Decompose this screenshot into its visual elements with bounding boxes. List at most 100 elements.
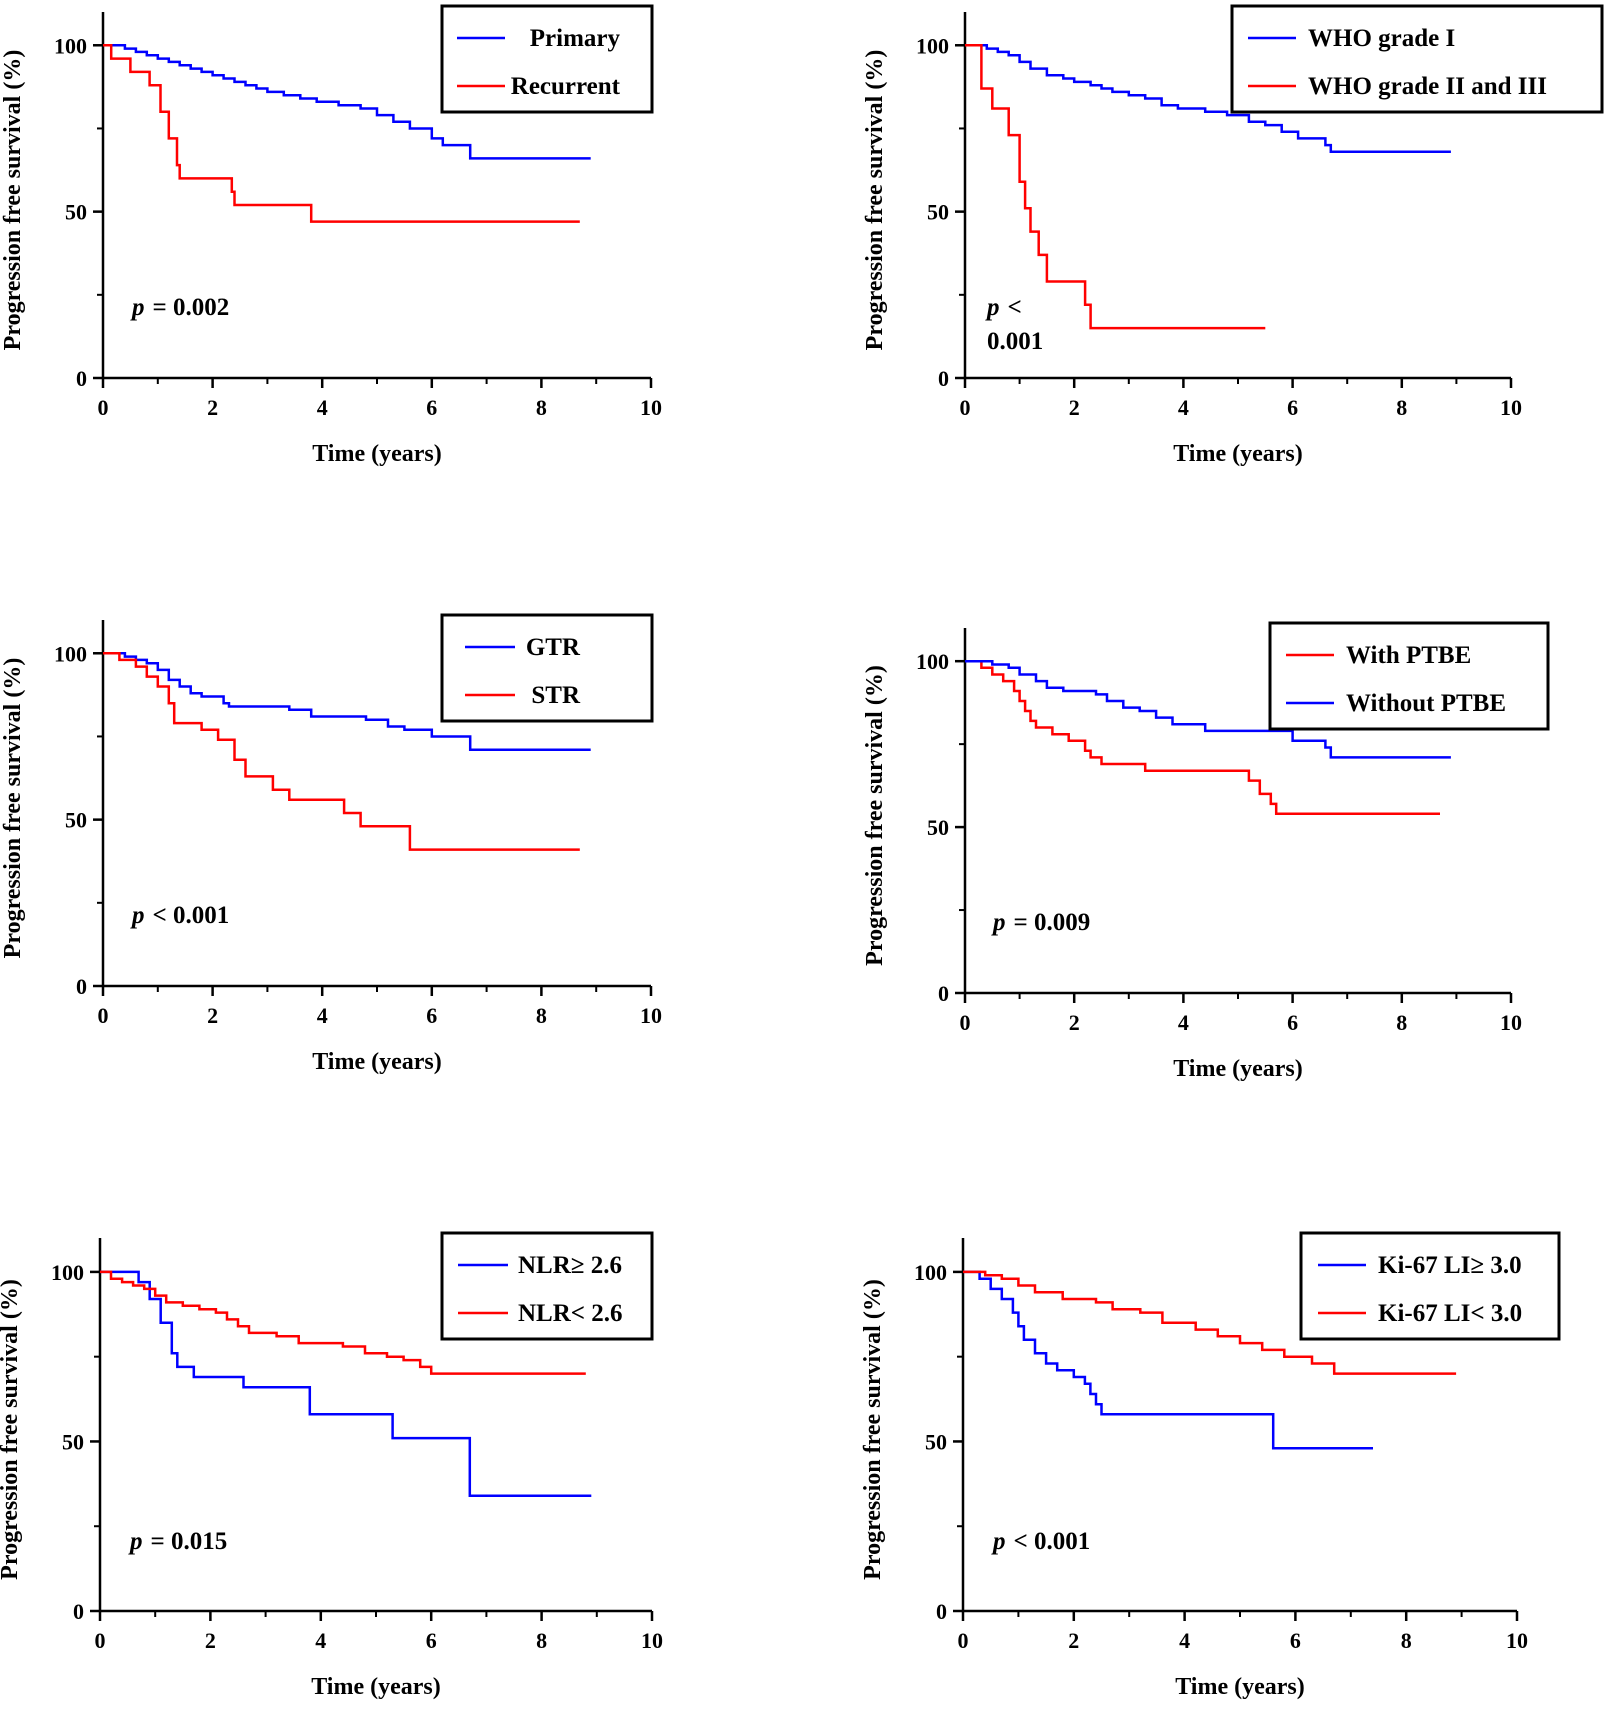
x-tick-label: 10 bbox=[641, 1628, 663, 1653]
x-tick-label: 8 bbox=[536, 1003, 547, 1028]
survival-curve-2 bbox=[965, 44, 1266, 330]
x-tick-label: 4 bbox=[317, 395, 328, 420]
x-tick-label: 2 bbox=[207, 1003, 218, 1028]
x-tick-label: 8 bbox=[1396, 1010, 1407, 1035]
x-axis-title: Time (years) bbox=[311, 1674, 441, 1700]
km-panel-3: 0 50 100 0 2 4 6 8 10 Time (years) Progression fre… bbox=[0, 613, 662, 1075]
km-panel-2: 0 50 100 0 2 4 6 8 10 Time (years) Progression fre… bbox=[862, 4, 1604, 467]
y-tick-label: 50 bbox=[927, 815, 949, 840]
legend-label: STR bbox=[531, 682, 581, 709]
y-tick-label: 0 bbox=[73, 1599, 84, 1624]
y-tick-label: 100 bbox=[51, 1260, 84, 1285]
survival-curve-1 bbox=[965, 659, 1440, 816]
p-value-symbol: p bbox=[991, 1528, 1006, 1555]
survival-curve-2 bbox=[103, 44, 580, 223]
x-tick-label: 0 bbox=[960, 395, 971, 420]
x-tick-label: 8 bbox=[1396, 395, 1407, 420]
x-axis-title: Time (years) bbox=[1173, 441, 1303, 467]
legend-label: Without PTBE bbox=[1346, 690, 1506, 717]
x-axis-title: Time (years) bbox=[312, 1049, 442, 1075]
p-value-text: < bbox=[1008, 294, 1022, 321]
p-value-symbol: p bbox=[991, 909, 1006, 936]
legend-label: Ki-67 LI< 3.0 bbox=[1378, 1300, 1522, 1327]
p-value: p < 0.001 bbox=[130, 902, 229, 929]
legend-label: NLR≥ 2.6 bbox=[518, 1252, 622, 1279]
x-tick-label: 0 bbox=[98, 395, 109, 420]
x-tick-label: 10 bbox=[1500, 395, 1522, 420]
x-axis-title: Time (years) bbox=[1175, 1674, 1305, 1700]
x-tick-label: 10 bbox=[640, 395, 662, 420]
x-tick-label: 4 bbox=[1179, 1628, 1190, 1653]
p-value: p = 0.002 bbox=[130, 294, 229, 321]
km-panel-4: 0 50 100 0 2 4 6 8 10 Time (years) Progression fre… bbox=[862, 621, 1550, 1082]
x-tick-label: 2 bbox=[207, 395, 218, 420]
p-value-text: = 0.002 bbox=[153, 294, 230, 321]
p-value-symbol: p bbox=[128, 1528, 143, 1555]
legend-label: Recurrent bbox=[511, 73, 621, 100]
legend: NLR≥ 2.6 NLR< 2.6 bbox=[440, 1231, 654, 1341]
y-axis-title: Progression free survival (%) bbox=[0, 658, 26, 959]
x-tick-label: 10 bbox=[1506, 1628, 1528, 1653]
y-tick-label: 50 bbox=[925, 1429, 947, 1454]
y-tick-label: 50 bbox=[65, 200, 87, 225]
p-value: p = 0.009 bbox=[991, 909, 1090, 936]
y-axis-title: Progression free survival (%) bbox=[862, 665, 888, 966]
x-tick-label: 4 bbox=[1178, 395, 1189, 420]
legend-box bbox=[1230, 4, 1604, 114]
x-tick-label: 6 bbox=[426, 395, 437, 420]
legend-box bbox=[440, 613, 654, 723]
y-tick-label: 100 bbox=[916, 33, 949, 58]
survival-curve-2 bbox=[100, 1270, 586, 1375]
y-tick-label: 50 bbox=[65, 808, 87, 833]
survival-curve-1 bbox=[103, 652, 591, 752]
y-tick-label: 0 bbox=[938, 366, 949, 391]
x-tick-label: 6 bbox=[1287, 1010, 1298, 1035]
x-tick-label: 0 bbox=[958, 1628, 969, 1653]
legend-label: With PTBE bbox=[1346, 642, 1471, 669]
x-tick-label: 6 bbox=[1287, 395, 1298, 420]
p-value-text: = 0.015 bbox=[151, 1528, 228, 1555]
x-axis-title: Time (years) bbox=[312, 441, 442, 467]
x-tick-label: 2 bbox=[1069, 1010, 1080, 1035]
p-value-text-line2: 0.001 bbox=[987, 328, 1043, 355]
survival-curve-1 bbox=[963, 1270, 1373, 1450]
legend: Primary Recurrent bbox=[440, 4, 654, 114]
x-tick-label: 8 bbox=[536, 1628, 547, 1653]
survival-curve-2 bbox=[965, 659, 1451, 759]
y-axis-title: Progression free survival (%) bbox=[0, 1279, 23, 1580]
km-panel-6: 0 50 100 0 2 4 6 8 10 Time (years) Progression fre… bbox=[860, 1231, 1561, 1700]
legend: With PTBE Without PTBE bbox=[1268, 621, 1550, 731]
survival-curve-2 bbox=[963, 1270, 1457, 1375]
p-value-text: < 0.001 bbox=[1014, 1528, 1091, 1555]
y-tick-label: 100 bbox=[54, 641, 87, 666]
p-value-text: < 0.001 bbox=[153, 902, 230, 929]
x-tick-label: 4 bbox=[315, 1628, 326, 1653]
p-value: p < 0.001 bbox=[991, 1528, 1090, 1555]
legend-box bbox=[440, 1231, 654, 1341]
x-tick-label: 0 bbox=[960, 1010, 971, 1035]
legend-label: Ki-67 LI≥ 3.0 bbox=[1378, 1252, 1522, 1279]
legend-label: WHO grade II and III bbox=[1308, 73, 1547, 100]
y-tick-label: 100 bbox=[54, 33, 87, 58]
x-tick-label: 2 bbox=[1069, 395, 1080, 420]
legend-box bbox=[1268, 621, 1550, 731]
y-tick-label: 100 bbox=[916, 649, 949, 674]
legend-box bbox=[440, 4, 654, 114]
x-axis-title: Time (years) bbox=[1173, 1056, 1303, 1082]
p-value-symbol: p bbox=[130, 902, 145, 929]
survival-curve-1 bbox=[100, 1270, 592, 1497]
y-tick-label: 50 bbox=[927, 200, 949, 225]
legend: GTR STR bbox=[440, 613, 654, 723]
y-tick-label: 0 bbox=[76, 974, 87, 999]
x-tick-label: 10 bbox=[1500, 1010, 1522, 1035]
legend: WHO grade I WHO grade II and III bbox=[1230, 4, 1604, 114]
p-value: p < bbox=[985, 294, 1022, 321]
x-tick-label: 8 bbox=[536, 395, 547, 420]
legend-label: Primary bbox=[530, 25, 621, 52]
x-tick-label: 0 bbox=[95, 1628, 106, 1653]
survival-curve-1 bbox=[103, 44, 591, 160]
survival-curve-1 bbox=[965, 44, 1451, 153]
survival-curve-2 bbox=[103, 652, 580, 851]
x-tick-label: 6 bbox=[426, 1003, 437, 1028]
